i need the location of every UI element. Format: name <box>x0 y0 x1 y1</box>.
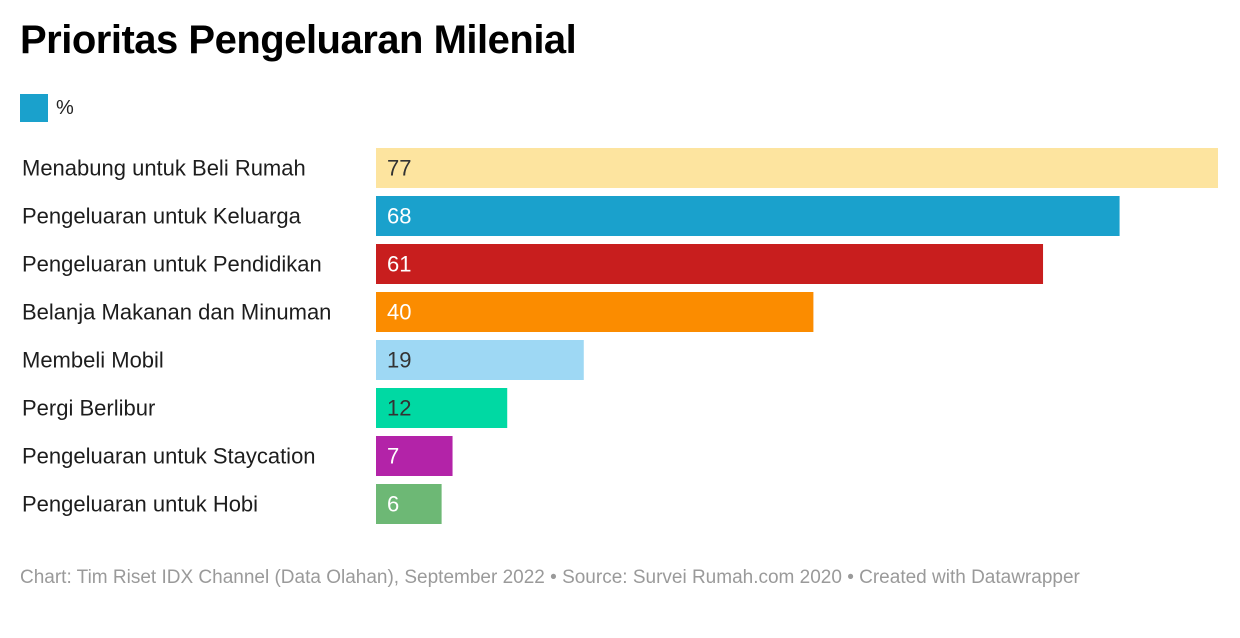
category-label: Menabung untuk Beli Rumah <box>22 156 306 181</box>
bar <box>376 292 814 332</box>
category-label: Belanja Makanan dan Minuman <box>22 300 331 325</box>
category-label: Pengeluaran untuk Keluarga <box>22 204 302 229</box>
legend-swatch <box>20 94 48 122</box>
bar <box>376 436 453 476</box>
bar <box>376 340 584 380</box>
value-label: 7 <box>387 444 399 469</box>
bar <box>376 484 442 524</box>
category-label: Membeli Mobil <box>22 348 164 373</box>
category-label: Pengeluaran untuk Pendidikan <box>22 252 322 277</box>
legend-label: % <box>56 96 74 119</box>
bar <box>376 196 1120 236</box>
value-label: 12 <box>387 396 411 421</box>
value-label: 77 <box>387 156 411 181</box>
value-label: 6 <box>387 492 399 517</box>
bar-chart: Menabung untuk Beli Rumah 77 Pengeluaran u… <box>22 148 1218 524</box>
legend: % <box>20 94 74 122</box>
category-label: Pengeluaran untuk Hobi <box>22 492 258 517</box>
bar <box>376 388 508 428</box>
bar <box>376 244 1044 284</box>
category-label: Pergi Berlibur <box>22 396 155 421</box>
chart-footer: Chart: Tim Riset IDX Channel (Data Olaha… <box>20 567 1080 588</box>
chart-title: Prioritas Pengeluaran Milenial <box>20 18 577 62</box>
value-label: 61 <box>387 252 411 277</box>
bar <box>376 148 1218 188</box>
value-label: 19 <box>387 348 411 373</box>
category-label: Pengeluaran untuk Staycation <box>22 444 316 469</box>
value-label: 68 <box>387 204 411 229</box>
value-label: 40 <box>387 300 411 325</box>
